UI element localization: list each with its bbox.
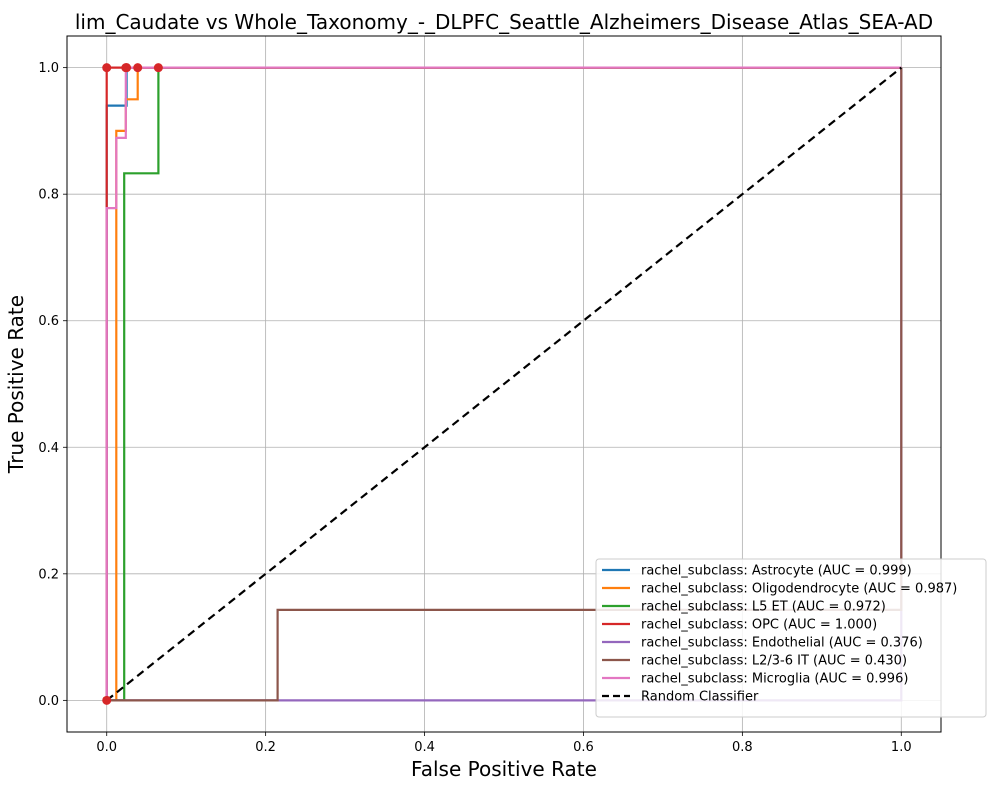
random-classifier-line — [106, 66, 902, 702]
x-axis-label: False Positive Rate — [411, 757, 597, 781]
y-tick-label: 0.8 — [38, 188, 59, 203]
legend-entry: rachel_subclass: Astrocyte (AUC = 0.999) — [641, 564, 912, 579]
x-tick-label: 0.8 — [732, 740, 753, 755]
legend-entry: rachel_subclass: L2/3-6 IT (AUC = 0.430) — [641, 654, 907, 669]
y-tick-label: 1.0 — [38, 61, 59, 76]
legend-box — [595, 558, 987, 718]
roc-curve-series-5 — [106, 67, 903, 702]
plot-frame — [66, 35, 942, 733]
x-tick-label: 1.0 — [891, 740, 912, 755]
legend-entry: rachel_subclass: Endothelial (AUC = 0.37… — [641, 636, 923, 651]
y-tick-label: 0.6 — [38, 314, 59, 329]
threshold-point — [133, 63, 143, 73]
legend-entry: rachel_subclass: Oligodendrocyte (AUC = … — [641, 582, 957, 597]
threshold-point — [121, 63, 131, 73]
y-tick-label: 0.2 — [38, 567, 59, 582]
legend-entry: Random Classifier — [641, 690, 759, 705]
y-tick-label: 0.0 — [38, 694, 59, 709]
y-tick-label: 0.4 — [38, 441, 59, 456]
axis-ticks: 0.0 0.2 0.4 0.6 0.8 1.0 0.0 0.2 0.4 0.6 0.8 1.0 — [38, 61, 911, 755]
legend-entry: rachel_subclass: Microglia (AUC = 0.996) — [641, 672, 908, 687]
x-tick-label: 0.6 — [573, 740, 594, 755]
marker-layer — [102, 63, 163, 705]
x-tick-label: 0.4 — [414, 740, 435, 755]
chart-title: lim_Caudate vs Whole_Taxonomy_-_DLPFC_Se… — [75, 10, 933, 34]
legend-entry: rachel_subclass: OPC (AUC = 1.000) — [641, 618, 877, 633]
x-tick-label: 0.2 — [255, 740, 276, 755]
threshold-point — [102, 695, 112, 705]
threshold-point — [102, 63, 112, 73]
legend-entry: rachel_subclass: L5 ET (AUC = 0.972) — [641, 600, 886, 615]
threshold-point — [153, 63, 163, 73]
y-axis-label: True Positive Rate — [4, 295, 28, 474]
x-tick-label: 0.0 — [96, 740, 117, 755]
legend: rachel_subclass: Astrocyte (AUC = 0.999)… — [595, 558, 987, 718]
